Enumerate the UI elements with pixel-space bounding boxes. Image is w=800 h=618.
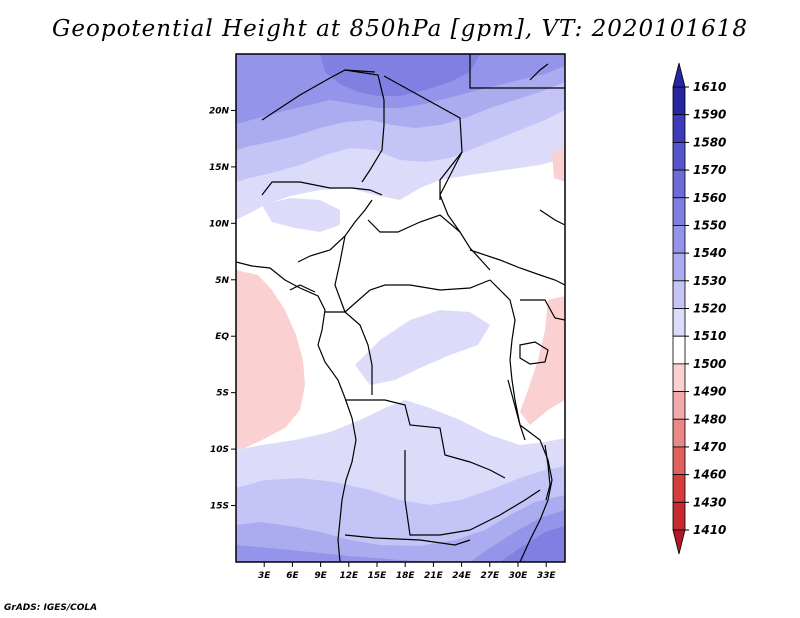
border-drc-angola: [345, 399, 506, 479]
border-cameroon-coast: [289, 284, 316, 293]
colorbar-segment: [672, 474, 686, 503]
colorbar-segment: [672, 280, 686, 309]
field-band-1560-south: [500, 526, 565, 562]
colorbar-segment: [672, 501, 686, 531]
border-uganda-kenya: [520, 299, 565, 321]
colorbar-label: 1510: [693, 329, 726, 343]
x-tick-label: 6E: [286, 571, 299, 581]
colorbar-label: 1480: [693, 412, 726, 426]
colorbar-label: 1460: [693, 468, 726, 482]
x-tick-label: 27E: [480, 571, 500, 581]
field-patch-1520-congo: [355, 310, 490, 385]
colorbar-segment: [672, 114, 686, 143]
x-axis: 3E 6E 9E 12E 15E 18E 21E 24E 27E 30E 33E: [258, 562, 556, 581]
colorbar-segment: [672, 418, 686, 448]
colorbar-segment: [672, 446, 686, 476]
x-tick-label: 15E: [368, 571, 388, 581]
border-red-sea-coast: [529, 63, 549, 81]
colorbar-label: 1590: [693, 108, 726, 122]
border-mali-algeria: [261, 69, 376, 121]
y-tick-label: 10N: [209, 219, 230, 229]
border-lake-victoria: [519, 341, 549, 365]
x-tick-label: 3E: [258, 571, 271, 581]
colorbar-label: 1500: [693, 357, 726, 371]
field-patch-1520-nigeria: [262, 198, 340, 232]
colorbar-segment: [672, 197, 686, 226]
x-tick-label: 9E: [314, 571, 327, 581]
field-band-1500-atlantic: [236, 270, 305, 450]
colorbar-segment: [672, 141, 686, 171]
country-borders: [236, 54, 565, 562]
border-namibia: [344, 534, 471, 546]
border-gabon-congo: [325, 311, 373, 395]
colorbar-label: 1410: [693, 523, 726, 537]
colorbar: 1610 1590 1580 1570 1560 1550 1540 1530 1520 1510…: [672, 62, 726, 555]
border-zambia-zimbabwe: [469, 489, 541, 531]
y-tick-label: 5N: [215, 276, 229, 286]
colorbar-label: 1570: [693, 163, 726, 177]
x-tick-label: 30E: [509, 571, 529, 581]
colorbar-segment: [672, 308, 686, 337]
y-axis: 20N 15N 10N 5N EQ 5S 10S 15S: [209, 106, 236, 512]
x-tick-label: 21E: [424, 571, 444, 581]
colorbar-label: 1610: [693, 80, 726, 94]
colorbar-segment: [672, 391, 686, 420]
border-angola-zambia: [404, 450, 471, 536]
colorbar-bottom-arrow: [672, 529, 686, 555]
y-tick-label: 15S: [210, 502, 229, 512]
y-tick-label: 20N: [209, 106, 230, 116]
colorbar-label: 1470: [693, 440, 726, 454]
colorbar-label: 1550: [693, 218, 726, 232]
y-tick-label: 5S: [216, 389, 229, 399]
footer-credit: GrADS: IGES/COLA: [4, 603, 98, 613]
field-band-1500-east: [520, 296, 565, 425]
y-tick-label: 10S: [210, 445, 229, 455]
border-chad-car: [367, 214, 461, 233]
colorbar-label: 1540: [693, 246, 726, 260]
y-tick-label: 15N: [209, 163, 230, 173]
border-south-sudan: [469, 249, 565, 286]
border-niger-nigeria: [261, 181, 383, 196]
colorbar-segment: [672, 86, 686, 116]
x-tick-label: 33E: [537, 571, 557, 581]
x-tick-label: 24E: [452, 571, 472, 581]
border-egypt-sudan: [469, 54, 565, 89]
height-field: [236, 54, 565, 562]
colorbar-label: 1490: [693, 385, 726, 399]
field-patch-1500-northeast: [552, 148, 565, 182]
x-tick-label: 12E: [339, 571, 359, 581]
field-band-1560-core: [320, 54, 480, 96]
border-lake-malawi: [544, 444, 551, 501]
colorbar-label: 1580: [693, 135, 726, 149]
colorbar-label: 1560: [693, 191, 726, 205]
colorbar-segment: [672, 335, 686, 365]
field-band-1540-south: [236, 495, 565, 562]
border-coastline-west: [236, 261, 357, 562]
border-lake-tanganyika: [507, 379, 521, 426]
colorbar-label: 1530: [693, 274, 726, 288]
map-frame: [235, 53, 566, 563]
border-cameroon-car: [334, 235, 346, 313]
border-ethiopia: [539, 209, 565, 226]
border-tanzania: [519, 424, 553, 562]
colorbar-top-arrow: [672, 62, 686, 88]
colorbar-label: 1430: [693, 495, 726, 509]
border-car-drc: [344, 279, 491, 313]
colorbar-segment: [672, 169, 686, 199]
colorbar-segment: [672, 252, 686, 282]
colorbar-segment: [672, 225, 686, 254]
x-tick-label: 18E: [396, 571, 416, 581]
chart-title: Geopotential Height at 850hPa [gpm], VT:…: [52, 16, 748, 42]
y-tick-label: EQ: [215, 332, 229, 342]
colorbar-segment: [672, 363, 686, 392]
colorbar-label: 1520: [693, 302, 726, 316]
border-niger-algeria: [344, 69, 385, 183]
